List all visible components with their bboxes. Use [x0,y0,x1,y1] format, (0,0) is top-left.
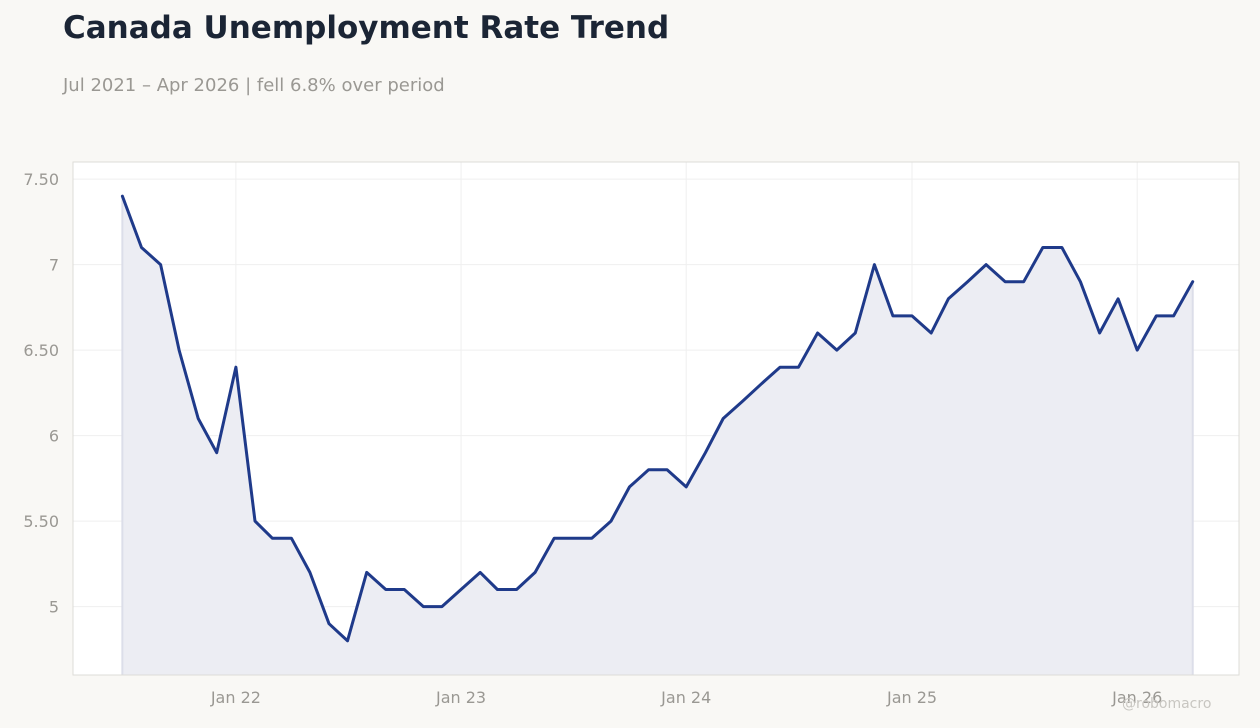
x-axis: Jan 22 Jan 23 Jan 24 Jan 25 Jan 26 [210,688,1162,707]
y-tick-label: 6.50 [23,341,59,360]
x-tick-label: Jan 22 [210,688,261,707]
data-points [122,196,1193,641]
chart-subtitle: Jul 2021 – Apr 2026 | fell 6.8% over per… [63,75,445,96]
x-tick-label: Jan 24 [660,688,711,707]
x-tick-label: Jan 23 [435,688,486,707]
x-tick-label: Jan 26 [1111,688,1162,707]
x-tick-label: Jan 25 [886,688,937,707]
y-axis: 5 5.50 6 6.50 7 7.50 [23,170,59,616]
y-tick-label: 5.50 [23,512,59,531]
area-fill [122,196,1193,675]
watermark: @robomacro [1122,696,1212,712]
series-line [120,194,1195,643]
y-tick-label: 7 [49,256,59,275]
y-tick-label: 5 [49,598,59,617]
y-tick-label: 7.50 [23,170,59,189]
plot-border [72,161,1240,676]
y-tick-label: 6 [49,427,59,446]
chart-title: Canada Unemployment Rate Trend [63,10,670,46]
